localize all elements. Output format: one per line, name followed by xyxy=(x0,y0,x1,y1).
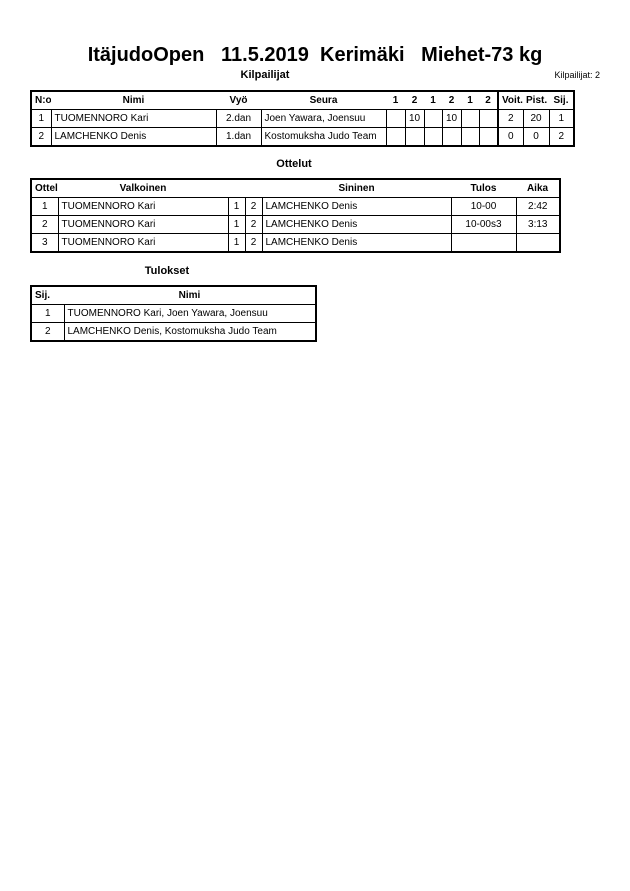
competitors-heading: Kilpailijat xyxy=(240,69,290,81)
table-row: 1 TUOMENNORO Kari 2.dan Joen Yawara, Joensu… xyxy=(30,109,575,128)
table-cell: LAMCHENKO Denis xyxy=(261,197,452,216)
table-cell: 2:42 xyxy=(515,197,561,216)
table-cell: 1 xyxy=(30,197,59,216)
competitors-table: N:o Nimi Vyö Seura 1 2 1 2 1 2 Voit. Pist. Sij. 1 TUOM… xyxy=(30,90,575,147)
table-cell: 1 xyxy=(548,109,575,128)
column-header: Tulos xyxy=(451,178,516,198)
table-row: 2 LAMCHENKO Denis, Kostomuksha Judo Team xyxy=(30,322,317,342)
column-header: Valkoinen xyxy=(58,178,228,198)
column-header: Vyö xyxy=(216,90,261,110)
column-header: Nimi xyxy=(64,285,316,305)
header-row: Sij. Nimi xyxy=(31,285,316,305)
competitors-count: Kilpailijat: 2 xyxy=(554,70,600,80)
table-cell: 2.dan xyxy=(215,109,262,128)
table-cell: 2 xyxy=(30,215,59,234)
table-cell: 3 xyxy=(30,233,59,253)
header-row: N:o Nimi Vyö Seura 1 2 1 2 1 2 Voit. Pist. Sij. xyxy=(31,90,574,110)
table-cell xyxy=(450,233,517,253)
table-cell: TUOMENNORO Kari xyxy=(50,109,217,128)
table-cell: Kostomuksha Judo Team xyxy=(260,127,387,147)
table-cell xyxy=(385,109,406,128)
table-row: 1 TUOMENNORO Kari 1 2 LAMCHENKO Denis 10-00 2:… xyxy=(30,197,561,216)
column-header: 2 xyxy=(442,90,461,110)
column-header: 1 xyxy=(461,90,479,110)
table-cell: 1 xyxy=(227,197,246,216)
table-cell xyxy=(423,109,443,128)
table-cell xyxy=(515,233,561,253)
column-header: 2 xyxy=(479,90,498,110)
column-header: Sininen xyxy=(262,178,451,198)
table-cell: TUOMENNORO Kari xyxy=(57,233,229,253)
column-header xyxy=(228,178,245,198)
table-cell: LAMCHENKO Denis xyxy=(261,215,452,234)
column-header: Sij. xyxy=(31,285,64,305)
table-cell: 2 xyxy=(244,233,263,253)
table-cell: 10-00s3 xyxy=(450,215,517,234)
results-heading: Tulokset xyxy=(144,265,190,277)
column-header: Nimi xyxy=(51,90,216,110)
table-cell xyxy=(460,109,480,128)
table-cell: 2 xyxy=(548,127,575,147)
table-row: 1 TUOMENNORO Kari, Joen Yawara, Joensuu xyxy=(30,304,317,323)
table-cell: TUOMENNORO Kari xyxy=(57,197,229,216)
table-cell: 2 xyxy=(244,215,263,234)
table-cell: 1 xyxy=(30,109,52,128)
table-cell: 1.dan xyxy=(215,127,262,147)
table-cell: LAMCHENKO Denis xyxy=(261,233,452,253)
column-header: Sij. xyxy=(549,90,574,110)
table-cell: 1 xyxy=(227,215,246,234)
matches-table: OtteluValkoinenSininenTulosAika1TUOMENNO… xyxy=(30,178,561,253)
column-header: Pist. xyxy=(523,90,549,110)
column-header: Voit. xyxy=(497,90,523,110)
column-header: 1 xyxy=(386,90,405,110)
table-row: 2 TUOMENNORO Kari 1 2 LAMCHENKO Denis 10-00s3… xyxy=(30,215,561,234)
table-cell: 10 xyxy=(404,109,425,128)
table-cell: 20 xyxy=(522,109,550,128)
table-cell: 2 xyxy=(30,322,65,342)
table-cell: TUOMENNORO Kari, Joen Yawara, Joensuu xyxy=(63,304,317,323)
table-cell xyxy=(460,127,480,147)
table-cell xyxy=(441,127,462,147)
table-cell: 2 xyxy=(244,197,263,216)
table-cell: LAMCHENKO Denis, Kostomuksha Judo Team xyxy=(63,322,317,342)
column-header: 2 xyxy=(405,90,424,110)
column-header: Aika xyxy=(516,178,560,198)
matches-heading: Ottelut xyxy=(276,158,312,170)
table-cell: Joen Yawara, Joensuu xyxy=(260,109,387,128)
table-row: 2 LAMCHENKO Denis 1.dan Kostomuksha Judo Te… xyxy=(30,127,575,147)
table-cell xyxy=(385,127,406,147)
table-cell xyxy=(478,109,499,128)
table-cell xyxy=(423,127,443,147)
table-cell: TUOMENNORO Kari xyxy=(57,215,229,234)
table-cell: 10-00 xyxy=(450,197,517,216)
table-cell: 3:13 xyxy=(515,215,561,234)
column-header: Seura xyxy=(261,90,386,110)
table-cell xyxy=(404,127,425,147)
table-cell: 2 xyxy=(30,127,52,147)
results-table: Sij. Nimi 1 TUOMENNORO Kari, Joen Yawara, J… xyxy=(30,285,317,342)
table-row: 3 TUOMENNORO Kari 1 2 LAMCHENKO Denis xyxy=(30,233,561,253)
column-header: 1 xyxy=(424,90,442,110)
table-cell: 1 xyxy=(227,233,246,253)
table-cell xyxy=(478,127,499,147)
table-cell: LAMCHENKO Denis xyxy=(50,127,217,147)
column-header: N:o xyxy=(31,90,51,110)
table-cell: 0 xyxy=(522,127,550,147)
table-cell: 2 xyxy=(497,109,524,128)
table-cell: 0 xyxy=(497,127,524,147)
column-header xyxy=(245,178,262,198)
page-title: ItäjudoOpen 11.5.2019 Kerimäki Miehet-73… xyxy=(87,44,543,66)
column-header: Ottelu xyxy=(31,178,58,198)
table-cell: 10 xyxy=(441,109,462,128)
table-cell: 1 xyxy=(30,304,65,323)
